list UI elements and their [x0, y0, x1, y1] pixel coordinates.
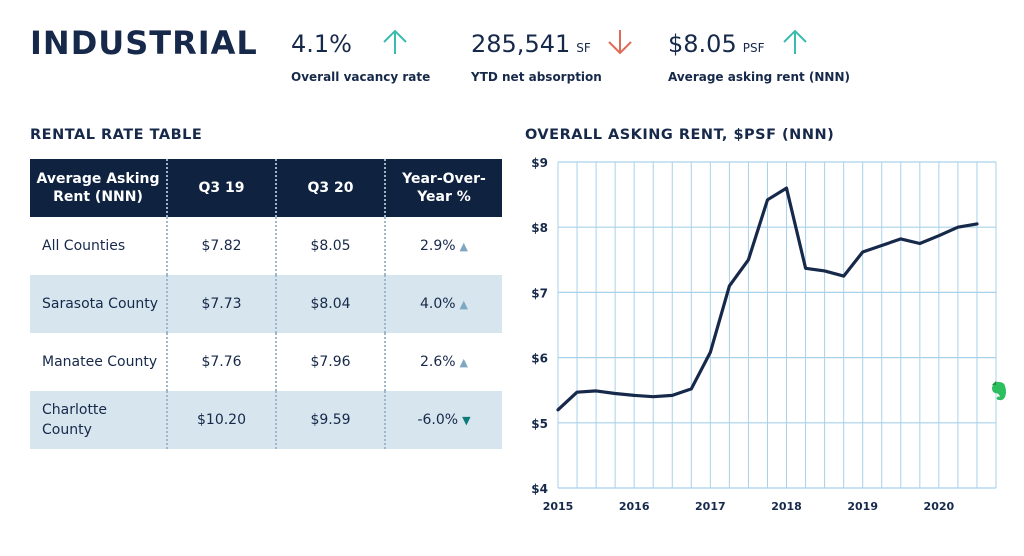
- x-tick-label: 2018: [771, 500, 802, 513]
- table-row: Sarasota County $7.73 $8.04 4.0% ▲: [30, 275, 502, 333]
- stat-unit: PSF: [742, 41, 765, 55]
- yoy-cell: 2.6% ▲: [384, 333, 502, 391]
- yoy-cell: -6.0% ▼: [384, 391, 502, 449]
- x-axis: 2015 2016 2017 2018 2019 2020: [543, 500, 955, 513]
- series-line: [556, 186, 979, 412]
- stat-label: Average asking rent (NNN): [668, 70, 850, 84]
- table-row: Charlotte County $10.20 $9.59 -6.0% ▼: [30, 391, 502, 449]
- triangle-up-icon: ▲: [459, 240, 469, 253]
- table-row: Manatee County $7.76 $7.96 2.6% ▲: [30, 333, 502, 391]
- stat-label: Overall vacancy rate: [291, 70, 431, 84]
- yoy-value: 2.9%: [419, 238, 456, 254]
- chart-grid: [557, 161, 997, 489]
- chart-title: OVERALL ASKING RENT, $PSF (NNN): [525, 127, 835, 143]
- column-header: Q3 19: [166, 159, 276, 217]
- y-tick-label: $4: [531, 482, 548, 496]
- column-header: Year-Over-Year %: [384, 159, 502, 217]
- x-tick-label: 2017: [695, 500, 726, 513]
- stat-unit: SF: [576, 41, 591, 55]
- county-name: All Counties: [42, 238, 126, 254]
- y-axis: $4 $5 $6 $7 $8 $9: [531, 156, 548, 496]
- table-title: RENTAL RATE TABLE: [30, 127, 203, 143]
- q3-19-value: $7.73: [166, 275, 276, 333]
- yoy-value: 2.6%: [419, 354, 456, 370]
- stat-value: 285,541: [471, 30, 571, 58]
- triangle-up-icon: ▲: [459, 356, 469, 369]
- stat-value: $8.05: [668, 30, 737, 58]
- stat-label: YTD net absorption: [471, 70, 602, 84]
- stat-vacancy-rate: 4.1% Overall vacancy rate: [291, 24, 430, 84]
- q3-20-value: $9.59: [275, 391, 385, 449]
- yoy-value: -6.0%: [417, 412, 459, 428]
- arrow-up-icon: [780, 27, 810, 61]
- triangle-down-icon: ▼: [462, 414, 471, 427]
- rental-rate-table: Average Asking Rent (NNN) Q3 19 Q3 20 Ye…: [30, 159, 502, 449]
- column-header: Q3 20: [275, 159, 385, 217]
- stat-value: 4.1%: [291, 30, 352, 58]
- q3-19-value: $7.82: [166, 217, 276, 275]
- yoy-cell: 2.9% ▲: [384, 217, 502, 275]
- x-tick-label: 2016: [619, 500, 650, 513]
- x-tick-label: 2015: [543, 500, 574, 513]
- table-header-row: Average Asking Rent (NNN) Q3 19 Q3 20 Ye…: [30, 159, 502, 217]
- county-name: Manatee County: [42, 354, 158, 370]
- page-title: INDUSTRIAL: [30, 24, 258, 62]
- y-tick-label: $9: [531, 156, 548, 170]
- stat-asking-rent: $8.05 PSF Average asking rent (NNN): [668, 24, 850, 84]
- x-tick-label: 2020: [924, 500, 955, 513]
- q3-19-value: $7.76: [166, 333, 276, 391]
- county-name: Sarasota County: [30, 275, 167, 333]
- asking-rent-chart: $4 $5 $6 $7 $8 $9 2015 2016 2017 2018 2019 2020: [531, 156, 997, 513]
- q3-19-value: $10.20: [166, 391, 276, 449]
- y-tick-label: $7: [531, 286, 548, 300]
- y-tick-label: $6: [531, 352, 548, 366]
- x-tick-label: 2019: [847, 500, 878, 513]
- arrow-down-icon: [605, 27, 635, 61]
- evernote-icon[interactable]: [990, 380, 1008, 406]
- table-row: All Counties $7.82 $8.05 2.9% ▲: [30, 217, 502, 275]
- arrow-up-icon: [380, 27, 410, 61]
- yoy-value: 4.0%: [419, 296, 456, 312]
- stat-net-absorption: 285,541 SF YTD net absorption: [471, 24, 635, 84]
- county-name: Charlotte County: [30, 391, 167, 449]
- q3-20-value: $8.04: [275, 275, 385, 333]
- y-tick-label: $5: [531, 417, 548, 431]
- q3-20-value: $8.05: [275, 217, 385, 275]
- column-header: Average Asking Rent (NNN): [30, 159, 167, 217]
- triangle-up-icon: ▲: [459, 298, 469, 311]
- yoy-cell: 4.0% ▲: [384, 275, 502, 333]
- q3-20-value: $7.96: [275, 333, 385, 391]
- y-tick-label: $8: [531, 221, 548, 235]
- chart-series: [556, 186, 979, 412]
